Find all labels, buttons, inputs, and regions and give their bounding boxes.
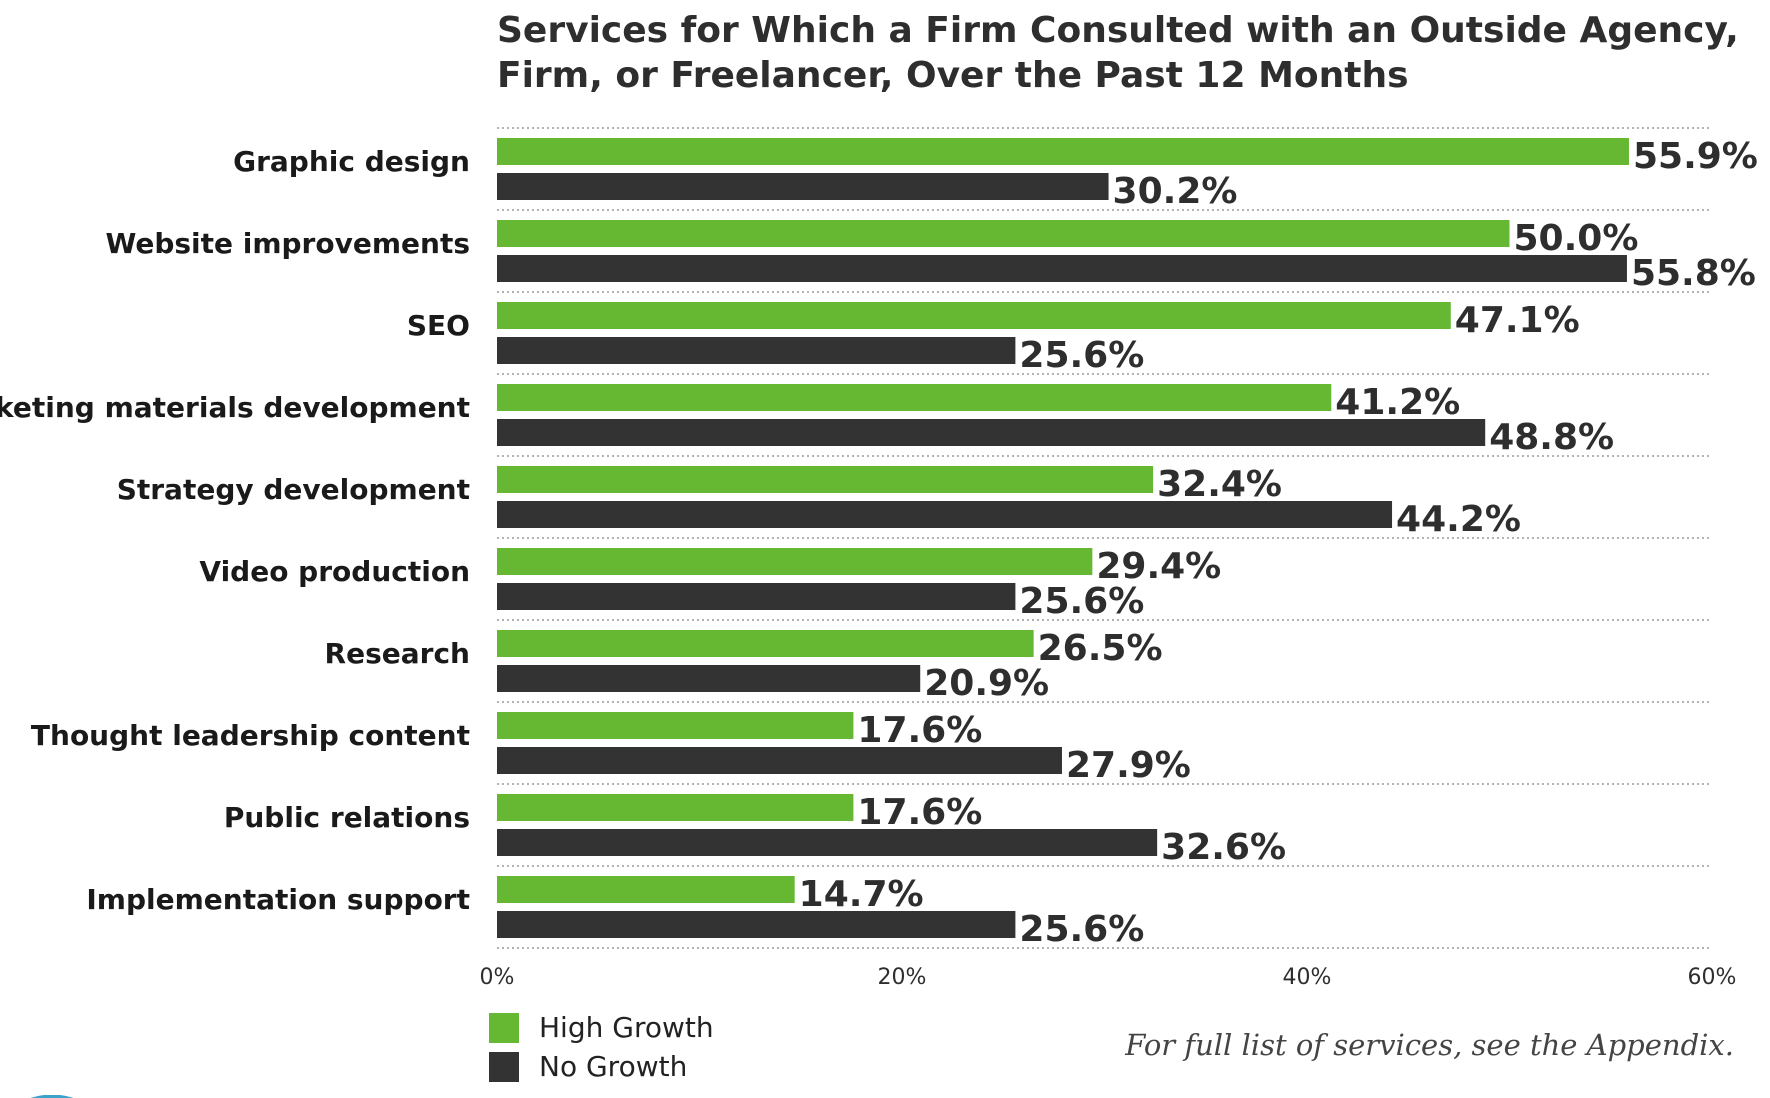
value-label-no-growth-graphic-design: 30.2% <box>1113 171 1238 212</box>
bar-no-growth-strategy-development <box>497 501 1393 528</box>
value-label-no-growth-seo: 25.6% <box>1019 335 1144 376</box>
value-label-high-growth-website-improvements: 50.0% <box>1514 218 1639 259</box>
category-label-video-production: Video production <box>199 555 470 588</box>
category-label-thought-leadership-content: Thought leadership content <box>31 719 470 752</box>
value-label-no-growth-public-relations: 32.6% <box>1161 827 1286 868</box>
bar-no-growth-seo <box>497 337 1016 364</box>
x-tick-label: 40% <box>1283 965 1332 990</box>
value-label-no-growth-implementation-support: 25.6% <box>1019 909 1144 950</box>
bar-high-growth-graphic-design <box>497 138 1629 165</box>
bar-no-growth-public-relations <box>497 829 1158 856</box>
footnote: For full list of services, see the Appen… <box>1125 1028 1734 1062</box>
bar-high-growth-marketing-materials-development <box>497 384 1332 411</box>
category-label-graphic-design: Graphic design <box>233 145 470 178</box>
bar-high-growth-research <box>497 630 1034 657</box>
x-tick-label: 20% <box>878 965 927 990</box>
value-label-high-growth-thought-leadership-content: 17.6% <box>857 710 982 751</box>
legend: High Growth No Growth <box>489 1008 714 1086</box>
category-label-implementation-support: Implementation support <box>86 883 470 916</box>
bar-high-growth-strategy-development <box>497 466 1154 493</box>
bar-no-growth-marketing-materials-development <box>497 419 1486 446</box>
value-label-high-growth-research: 26.5% <box>1038 628 1163 669</box>
bar-high-growth-thought-leadership-content <box>497 712 854 739</box>
value-label-no-growth-website-improvements: 55.8% <box>1631 253 1756 294</box>
bar-no-growth-thought-leadership-content <box>497 747 1062 774</box>
chart-title: Services for Which a Firm Consulted with… <box>497 10 1739 96</box>
value-label-high-growth-graphic-design: 55.9% <box>1633 136 1758 177</box>
value-label-high-growth-marketing-materials-development: 41.2% <box>1335 382 1460 423</box>
bar-high-growth-video-production <box>497 548 1093 575</box>
category-label-strategy-development: Strategy development <box>117 473 470 506</box>
value-label-no-growth-research: 20.9% <box>924 663 1049 704</box>
value-label-no-growth-strategy-development: 44.2% <box>1396 499 1521 540</box>
value-label-no-growth-thought-leadership-content: 27.9% <box>1066 745 1191 786</box>
category-label-seo: SEO <box>407 309 470 342</box>
legend-label-high-growth: High Growth <box>539 1011 714 1044</box>
value-label-high-growth-video-production: 29.4% <box>1096 546 1221 587</box>
bar-high-growth-implementation-support <box>497 876 795 903</box>
category-label-website-improvements: Website improvements <box>105 227 470 260</box>
value-label-no-growth-marketing-materials-development: 48.8% <box>1489 417 1614 458</box>
legend-item-high-growth: High Growth <box>489 1008 714 1047</box>
bar-chart: Graphic design 55.9% 30.2% Website improvem… <box>0 127 1758 990</box>
value-label-no-growth-video-production: 25.6% <box>1019 581 1144 622</box>
x-tick-label: 0% <box>480 965 515 990</box>
bar-no-growth-implementation-support <box>497 911 1016 938</box>
bar-high-growth-website-improvements <box>497 220 1510 247</box>
category-label-research: Research <box>325 637 470 670</box>
value-label-high-growth-public-relations: 17.6% <box>857 792 982 833</box>
legend-swatch-no-growth <box>489 1051 519 1082</box>
legend-swatch-high-growth <box>489 1012 519 1043</box>
bar-no-growth-video-production <box>497 583 1016 610</box>
x-tick-label: 60% <box>1688 965 1737 990</box>
bar-no-growth-graphic-design <box>497 173 1109 200</box>
legend-item-no-growth: No Growth <box>489 1047 714 1086</box>
bar-high-growth-public-relations <box>497 794 854 821</box>
bar-no-growth-research <box>497 665 921 692</box>
bar-high-growth-seo <box>497 302 1451 329</box>
legend-label-no-growth: No Growth <box>539 1050 688 1083</box>
category-label-marketing-materials-development: Marketing materials development <box>0 391 470 424</box>
value-label-high-growth-strategy-development: 32.4% <box>1157 464 1282 505</box>
value-label-high-growth-implementation-support: 14.7% <box>799 874 924 915</box>
value-label-high-growth-seo: 47.1% <box>1455 300 1580 341</box>
logo-icon <box>22 1090 82 1098</box>
bar-no-growth-website-improvements <box>497 255 1627 282</box>
category-label-public-relations: Public relations <box>224 801 470 834</box>
